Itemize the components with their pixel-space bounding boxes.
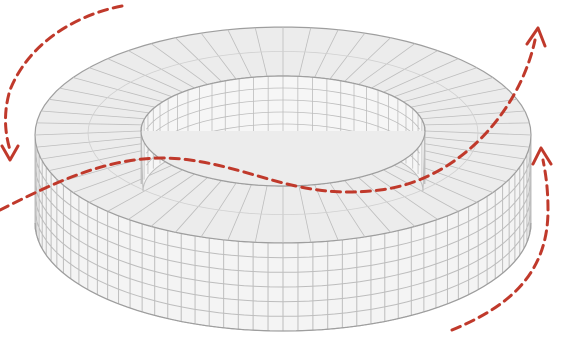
courtyard-floor-band [146, 87, 420, 130]
facade-floor-band [34, 149, 532, 259]
arrow-top-left-head [0, 144, 20, 162]
facade-base [34, 222, 532, 332]
facade-floor-band [34, 193, 532, 303]
flow-arrows [0, 4, 553, 332]
facade-floor-band [34, 178, 532, 288]
arrow-through-courtyard-head [525, 26, 547, 48]
arrow-top-left [4, 4, 124, 152]
arrow-bottom-right-head [531, 146, 553, 166]
facade-floor-band [34, 164, 532, 273]
facade-floor-band [34, 208, 532, 317]
courtyard-floor-band [146, 99, 420, 142]
arrow-through-courtyard [0, 38, 537, 212]
courtyard-edge [140, 75, 426, 187]
ring-building [34, 26, 532, 332]
arrow-bottom-right [450, 158, 550, 332]
roof-mid-ring [87, 51, 479, 215]
courtyard-floor [141, 131, 425, 186]
